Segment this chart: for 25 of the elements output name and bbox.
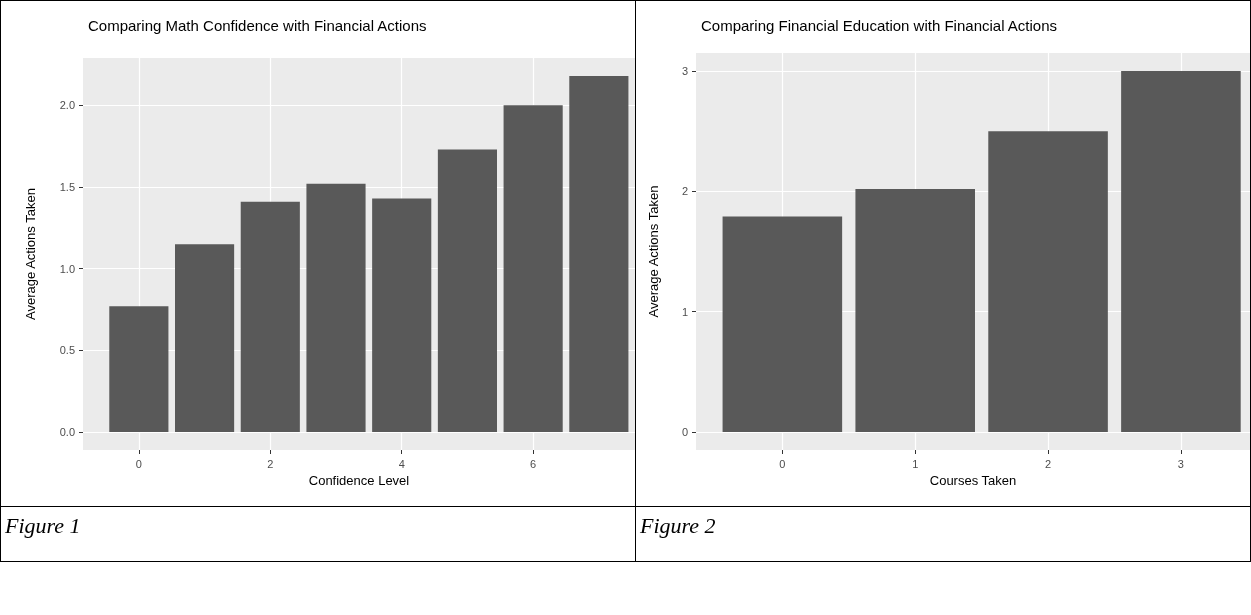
y-tick-label: 0.0 bbox=[59, 426, 75, 439]
y-tick-label: 1 bbox=[681, 305, 688, 318]
x-tick-label: 0 bbox=[135, 457, 142, 470]
y-tick-label: 2.0 bbox=[59, 99, 75, 112]
caption: Figure 1 bbox=[5, 513, 82, 539]
y-tick-label: 0 bbox=[681, 425, 688, 438]
y-tick-label: 1.5 bbox=[59, 181, 75, 194]
chart-title: Comparing Financial Education with Financial Actions bbox=[701, 17, 1058, 34]
x-tick-label: 1 bbox=[912, 457, 919, 470]
chart-title: Comparing Math Confidence with Financial Actions bbox=[88, 17, 427, 34]
y-tick-label: 1.0 bbox=[59, 262, 75, 275]
y-tick-label: 3 bbox=[681, 65, 688, 78]
y-tick-label: 2 bbox=[681, 185, 688, 198]
caption: Figure 2 bbox=[640, 513, 717, 539]
x-axis-title: Confidence Level bbox=[308, 472, 410, 488]
y-axis-title: Average Actions Taken bbox=[646, 185, 661, 318]
x-tick-label: 3 bbox=[1177, 457, 1184, 470]
y-axis-title: Average Actions Taken bbox=[23, 188, 38, 320]
x-tick-label: 2 bbox=[267, 457, 274, 470]
x-tick-label: 2 bbox=[1045, 457, 1052, 470]
x-axis-title: Courses Taken bbox=[929, 472, 1017, 488]
x-tick-label: 4 bbox=[398, 457, 405, 470]
y-tick-label: 0.5 bbox=[59, 344, 75, 357]
x-tick-label: 0 bbox=[779, 457, 786, 470]
x-tick-label: 6 bbox=[530, 457, 537, 470]
